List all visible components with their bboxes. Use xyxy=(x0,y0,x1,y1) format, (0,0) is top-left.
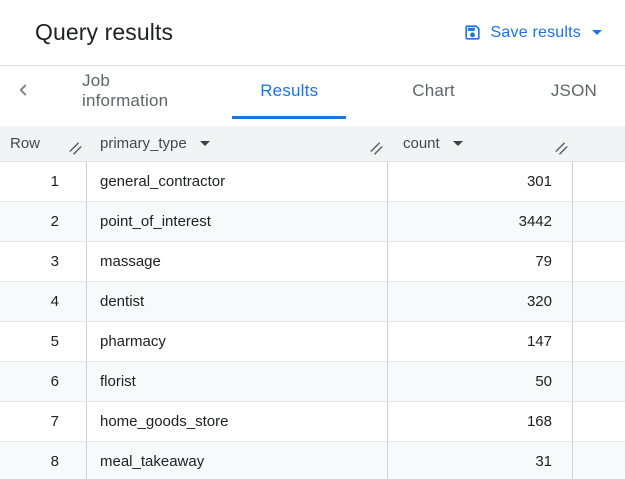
column-header-count: count xyxy=(388,126,573,161)
primary-type-cell: massage xyxy=(87,242,388,281)
page-title: Query results xyxy=(35,19,174,45)
results-table-body: 1 general_contractor 301 2 point_of_inte… xyxy=(0,162,625,479)
tab-chart[interactable]: Chart xyxy=(384,66,483,119)
count-cell: 320 xyxy=(388,282,573,321)
table-row: 1 general_contractor 301 xyxy=(0,162,625,202)
column-resize-handle[interactable] xyxy=(368,140,385,157)
table-row: 4 dentist 320 xyxy=(0,282,625,322)
spacer-cell xyxy=(573,162,625,201)
row-number-cell: 4 xyxy=(0,282,87,321)
save-dropdown-caret-icon xyxy=(592,30,602,35)
row-number-cell: 6 xyxy=(0,362,87,401)
column-menu-count[interactable]: count xyxy=(403,135,463,152)
row-number-cell: 7 xyxy=(0,402,87,441)
column-resize-handle[interactable] xyxy=(67,140,84,157)
chevron-left-icon xyxy=(14,81,32,104)
tab-json[interactable]: JSON xyxy=(523,66,625,119)
row-number-cell: 8 xyxy=(0,442,87,479)
tab-label: Job information xyxy=(82,71,169,110)
count-cell: 168 xyxy=(388,402,573,441)
spacer-cell xyxy=(573,202,625,241)
column-label: primary_type xyxy=(100,135,187,152)
primary-type-cell: meal_takeaway xyxy=(87,442,388,479)
column-label: Row xyxy=(10,135,41,152)
table-row: 8 meal_takeaway 31 xyxy=(0,442,625,479)
column-menu-primary-type[interactable]: primary_type xyxy=(100,135,210,152)
spacer-cell xyxy=(573,282,625,321)
count-cell: 147 xyxy=(388,322,573,361)
count-cell: 301 xyxy=(388,162,573,201)
spacer-cell xyxy=(573,402,625,441)
tab-results[interactable]: Results xyxy=(232,66,347,119)
spacer-cell xyxy=(573,362,625,401)
table-row: 3 massage 79 xyxy=(0,242,625,282)
tabs-scroll-left-button[interactable] xyxy=(14,66,32,119)
table-row: 2 point_of_interest 3442 xyxy=(0,202,625,242)
column-resize-handle[interactable] xyxy=(553,140,570,157)
count-cell: 31 xyxy=(388,442,573,479)
column-dropdown-caret-icon xyxy=(199,141,210,146)
row-number-cell: 1 xyxy=(0,162,87,201)
row-number-cell: 3 xyxy=(0,242,87,281)
column-header-primary-type: primary_type xyxy=(87,126,388,161)
table-row: 7 home_goods_store 168 xyxy=(0,402,625,442)
column-header-row: Row xyxy=(0,126,87,161)
count-cell: 79 xyxy=(388,242,573,281)
tab-label: JSON xyxy=(550,81,597,100)
spacer-cell xyxy=(573,442,625,479)
save-icon xyxy=(463,23,482,42)
spacer-cell xyxy=(573,322,625,361)
count-cell: 50 xyxy=(388,362,573,401)
column-header-spacer xyxy=(573,126,625,161)
tab-job-information[interactable]: Job information xyxy=(54,66,214,119)
save-results-label: Save results xyxy=(490,23,581,41)
primary-type-cell: dentist xyxy=(87,282,388,321)
titlebar: Query results Save results xyxy=(0,0,625,66)
tab-label: Results xyxy=(260,81,319,100)
table-row: 6 florist 50 xyxy=(0,362,625,402)
primary-type-cell: general_contractor xyxy=(87,162,388,201)
count-cell: 3442 xyxy=(388,202,573,241)
save-results-button[interactable]: Save results xyxy=(463,23,602,42)
primary-type-cell: pharmacy xyxy=(87,322,388,361)
spacer-cell xyxy=(573,242,625,281)
table-row: 5 pharmacy 147 xyxy=(0,322,625,362)
column-dropdown-caret-icon xyxy=(452,141,463,146)
primary-type-cell: home_goods_store xyxy=(87,402,388,441)
table-header-row: Row primary_type count xyxy=(0,126,625,162)
row-number-cell: 2 xyxy=(0,202,87,241)
column-label: count xyxy=(403,135,440,152)
primary-type-cell: florist xyxy=(87,362,388,401)
results-tabbar: Job information Results Chart JSON xyxy=(0,66,625,119)
row-number-cell: 5 xyxy=(0,322,87,361)
tab-label: Chart xyxy=(412,81,455,100)
primary-type-cell: point_of_interest xyxy=(87,202,388,241)
